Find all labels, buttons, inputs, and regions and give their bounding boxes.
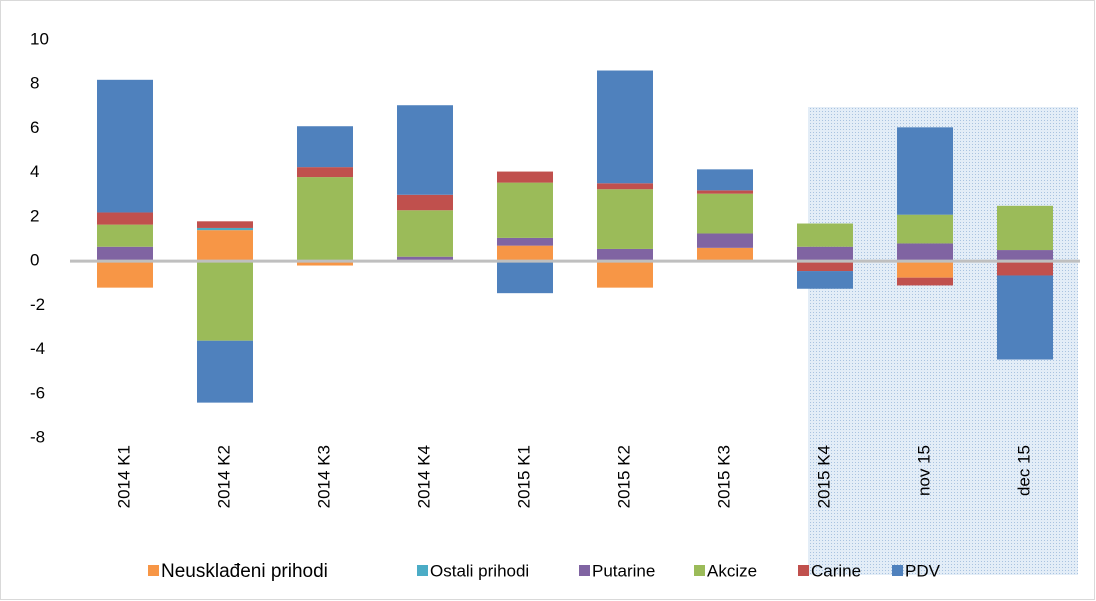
bar-segment <box>897 214 953 244</box>
y-tick-label: -6 <box>30 383 45 402</box>
legend-swatch <box>694 565 705 576</box>
bar-segment <box>897 243 953 262</box>
legend-label: Neusklađeni prihodi <box>161 561 328 582</box>
x-tick-label: 2015 K3 <box>714 445 733 508</box>
bar-segment <box>97 261 153 288</box>
bar-segment <box>197 227 253 231</box>
bar-segment <box>797 271 853 289</box>
bar-segment <box>897 277 953 286</box>
legend-swatch <box>148 565 159 576</box>
bar-segment <box>197 230 253 262</box>
x-tick-label: 2015 K1 <box>514 445 533 508</box>
bar-segment <box>597 248 653 262</box>
bar-segment <box>897 261 953 278</box>
legend-label: Akcize <box>707 561 757 580</box>
bar-segment <box>997 261 1053 276</box>
x-tick-label: 2015 K4 <box>814 445 833 508</box>
bar-segment <box>797 223 853 247</box>
bar-segment <box>297 261 353 266</box>
bar-segment <box>97 246 153 262</box>
bar-segment <box>97 79 153 213</box>
bar-segment <box>397 105 453 195</box>
bar-segment <box>97 212 153 225</box>
bar-segment <box>697 233 753 248</box>
bar-segment <box>497 237 553 246</box>
bar-segment <box>997 250 1053 262</box>
x-tick-label: 2014 K2 <box>214 445 233 508</box>
legend-label: PDV <box>905 561 941 580</box>
bar-segment <box>997 205 1053 251</box>
y-tick-label: 8 <box>30 74 39 93</box>
bar-segment <box>497 182 553 238</box>
legend-swatch <box>417 565 428 576</box>
bar-segment <box>397 210 453 257</box>
bar-segment <box>397 194 453 211</box>
x-tick-label: 2014 K4 <box>414 445 433 508</box>
bar-segment <box>597 183 653 190</box>
bar-segment <box>597 261 653 288</box>
bar-segment <box>797 246 853 262</box>
bar-segment <box>297 167 353 178</box>
bar-segment <box>97 224 153 247</box>
y-tick-label: 2 <box>30 206 39 225</box>
bar-segment <box>497 245 553 262</box>
bar-segment <box>397 256 453 262</box>
bar-segment <box>697 193 753 234</box>
bar-segment <box>297 126 353 168</box>
y-tick-label: -2 <box>30 295 45 314</box>
bar-segment <box>197 340 253 403</box>
x-tick-label: dec 15 <box>1014 445 1033 496</box>
y-tick-label: 10 <box>30 29 49 48</box>
legend-label: Putarine <box>592 561 655 580</box>
bar-segment <box>697 169 753 191</box>
y-tick-label: -4 <box>30 339 45 358</box>
bar-segment <box>697 247 753 262</box>
y-tick-label: 0 <box>30 251 39 270</box>
x-tick-label: 2015 K2 <box>614 445 633 508</box>
bar-segment <box>497 171 553 183</box>
bar-segment <box>197 221 253 228</box>
legend-label: Ostali prihodi <box>430 561 529 580</box>
legend-label: Carine <box>811 561 861 580</box>
legend-swatch <box>798 565 809 576</box>
x-tick-label: nov 15 <box>914 445 933 496</box>
x-tick-label: 2014 K1 <box>114 445 133 508</box>
legend-swatch <box>892 565 903 576</box>
y-tick-label: 6 <box>30 118 39 137</box>
bar-segment <box>197 261 253 341</box>
bar-segment <box>997 275 1053 360</box>
legend-swatch <box>579 565 590 576</box>
bar-segment <box>697 190 753 194</box>
x-tick-label: 2014 K3 <box>314 445 333 508</box>
y-tick-label: 4 <box>30 162 39 181</box>
bar-segment <box>897 127 953 215</box>
bar-segment <box>597 189 653 249</box>
bar-segment <box>797 261 853 272</box>
y-tick-label: -8 <box>30 427 45 446</box>
bar-segment <box>297 177 353 261</box>
bar-segment <box>497 261 553 294</box>
bar-segment <box>597 70 653 184</box>
